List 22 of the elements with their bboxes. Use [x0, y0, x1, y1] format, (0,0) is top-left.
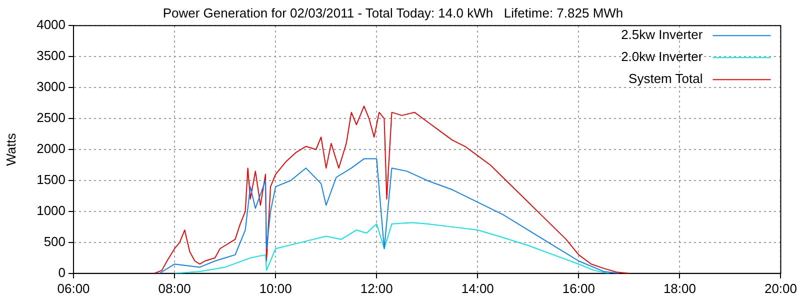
- y-tick-label: 1500: [36, 172, 66, 188]
- x-tick-label: 06:00: [57, 280, 90, 296]
- y-tick-label: 3500: [36, 48, 66, 64]
- x-tick-label: 20:00: [764, 280, 798, 296]
- y-tick-label: 500: [44, 234, 66, 250]
- y-tick-label: 2500: [36, 110, 66, 126]
- y-tick-label: 2000: [36, 141, 66, 156]
- legend-label: 2.0kw Inverter: [621, 49, 704, 64]
- x-tick-label: 18:00: [663, 280, 696, 296]
- y-tick-label: 1000: [36, 203, 66, 218]
- y-axis-title: Watts: [3, 132, 18, 166]
- legend-label: System Total: [628, 71, 703, 86]
- x-tick-label: 14:00: [461, 280, 494, 296]
- y-tick-label: 0: [58, 264, 66, 280]
- x-tick-label: 10:00: [259, 280, 292, 296]
- x-tick-label: 16:00: [562, 280, 595, 296]
- legend-label: 2.5kw Inverter: [621, 27, 704, 42]
- chart-title: Power Generation for 02/03/2011 - Total Today: 14.0 kWh Lifetime: 7.825 MWh: [162, 5, 624, 20]
- x-tick-label: 12:00: [360, 280, 393, 296]
- y-tick-label: 4000: [36, 17, 66, 32]
- y-tick-label: 3000: [36, 79, 66, 94]
- x-tick-label: 08:00: [158, 280, 191, 296]
